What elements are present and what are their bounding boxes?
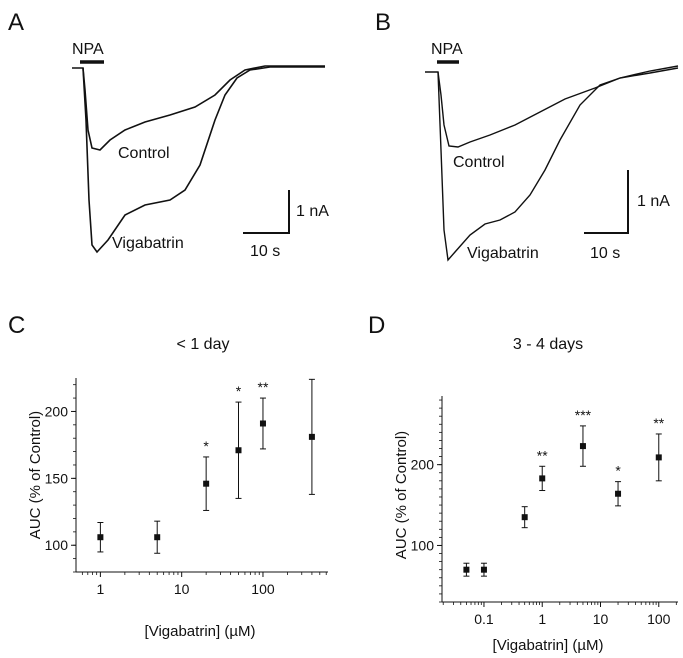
significance-c-4: ** — [258, 379, 269, 395]
significance-d-4: *** — [575, 407, 592, 423]
panel-letter-d: D — [368, 312, 385, 339]
control-trace-a — [72, 65, 325, 151]
npa-label-b: NPA — [431, 41, 463, 58]
scale-y-label-a: 1 nA — [296, 203, 329, 220]
x-tick-label-d-1: 1 — [538, 611, 546, 627]
y-tick-label-c-2: 200 — [45, 403, 69, 419]
x-tick-label-d-2: 10 — [593, 611, 609, 627]
significance-c-3: * — [236, 383, 242, 399]
vigabatrin-label-a: Vigabatrin — [112, 235, 184, 252]
data-point-c-3 — [235, 447, 242, 454]
scale-y-label-b: 1 nA — [637, 193, 670, 210]
control-label-b: Control — [453, 154, 505, 171]
significance-d-5: * — [615, 463, 621, 479]
data-points-d: ******** — [463, 407, 665, 577]
data-point-d-6 — [655, 454, 662, 461]
scale-x-label-b: 10 s — [590, 245, 620, 262]
vigabatrin-label-b: Vigabatrin — [467, 245, 539, 262]
panel-a: A NPA Control Vigabatrin 1 nA 10 s — [8, 9, 329, 260]
y-axis-title-d: AUC (% of Control) — [393, 431, 410, 559]
panel-letter-b: B — [375, 9, 391, 36]
data-point-c-0 — [97, 534, 104, 541]
data-point-d-5 — [615, 490, 622, 497]
x-tick-label-d-0: 0.1 — [474, 611, 494, 627]
y-tick-label-c-0: 100 — [45, 537, 69, 553]
ticks-d: 100 200 0.1 1 10 100 — [411, 399, 677, 627]
significance-c-2: * — [203, 438, 209, 454]
data-point-c-4 — [259, 420, 266, 427]
control-label-a: Control — [118, 145, 170, 162]
vigabatrin-trace-b — [437, 67, 679, 262]
control-trace-b — [425, 65, 679, 148]
y-tick-label-d-0: 100 — [411, 537, 435, 553]
significance-d-3: ** — [537, 447, 548, 463]
data-point-d-1 — [480, 566, 487, 573]
data-point-c-2 — [203, 480, 210, 487]
x-tick-label-c-2: 100 — [251, 581, 275, 597]
x-tick-label-c-0: 1 — [96, 581, 104, 597]
panel-letter-a: A — [8, 9, 24, 36]
panel-letter-c: C — [8, 312, 25, 339]
y-axis-title-c: AUC (% of Control) — [27, 411, 44, 539]
data-point-d-4 — [579, 443, 586, 450]
chart-title-c: < 1 day — [177, 336, 230, 353]
significance-d-6: ** — [653, 415, 664, 431]
data-point-c-5 — [308, 433, 315, 440]
y-tick-label-d-1: 200 — [411, 457, 435, 473]
scale-bar-b — [584, 170, 629, 234]
npa-label-a: NPA — [72, 41, 104, 58]
ticks-c: 100 150 200 1 10 100 — [45, 384, 327, 597]
x-tick-label-c-1: 10 — [174, 581, 190, 597]
data-point-d-2 — [521, 514, 528, 521]
chart-title-d: 3 - 4 days — [513, 336, 583, 353]
x-axis-title-c: [Vigabatrin] (µM) — [145, 623, 256, 640]
data-point-d-3 — [539, 475, 546, 482]
x-tick-label-d-3: 100 — [647, 611, 671, 627]
data-point-c-1 — [154, 534, 161, 541]
x-axis-title-d: [Vigabatrin] (µM) — [493, 637, 604, 654]
y-tick-label-c-1: 150 — [45, 470, 69, 486]
panel-b: B NPA Control Vigabatrin 1 nA 10 s — [375, 9, 679, 262]
scale-bar-a — [243, 190, 290, 234]
vigabatrin-trace-a — [82, 66, 325, 254]
data-points-c: ** ** — [97, 378, 315, 554]
data-point-d-0 — [463, 566, 470, 573]
scale-x-label-a: 10 s — [250, 243, 280, 260]
